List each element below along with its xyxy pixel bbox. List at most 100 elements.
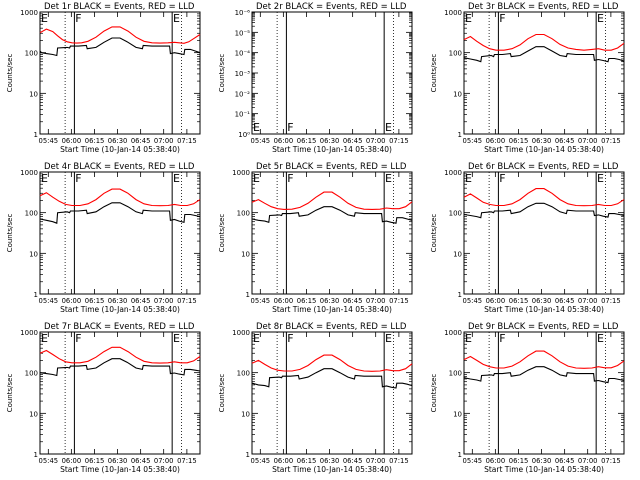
x-tick-label: 06:45: [555, 457, 575, 465]
y-axis-label: Counts/sec: [430, 374, 438, 413]
phase-marker: E: [385, 332, 392, 345]
y-axis-label: Counts/sec: [6, 54, 14, 93]
events-series-line: [463, 366, 625, 384]
x-tick-label: 06:30: [320, 297, 340, 305]
y-tick-label: 100: [449, 210, 462, 218]
events-series-line: [39, 358, 201, 377]
y-tick-label: 10: [453, 250, 462, 258]
y-axis-label: Counts/sec: [430, 214, 438, 253]
panel-title: Det 4r BLACK = Events, RED = LLD: [44, 162, 195, 172]
x-tick-label: 06:15: [85, 297, 105, 305]
y-tick-label: 10: [241, 410, 250, 418]
y-tick-label: 1000: [20, 329, 38, 337]
x-tick-label: 07:15: [177, 297, 197, 305]
x-axis-label: Start Time (10-Jan-14 05:38:40): [272, 145, 392, 154]
x-tick-label: 07:15: [389, 297, 409, 305]
x-axis-label: Start Time (10-Jan-14 05:38:40): [60, 145, 180, 154]
phase-marker: F: [287, 332, 293, 345]
x-tick-label: 06:45: [555, 297, 575, 305]
y-tick-label: 1000: [444, 329, 462, 337]
x-tick-label: 05:45: [463, 137, 483, 145]
plot-frame: [39, 11, 201, 135]
x-tick-label: 06:30: [108, 297, 128, 305]
x-tick-label: 06:30: [532, 137, 552, 145]
x-tick-label: 07:00: [578, 457, 598, 465]
panel-title: Det 2r BLACK = Events, RED = LLD: [256, 2, 407, 12]
x-tick-label: 06:15: [297, 137, 317, 145]
phase-marker: E: [597, 172, 604, 185]
x-tick-label: 05:45: [463, 457, 483, 465]
phase-marker: E: [465, 172, 472, 185]
y-tick-label: 100: [25, 210, 38, 218]
y-axis-label: Counts/sec: [6, 214, 14, 253]
y-tick-label: 100: [25, 50, 38, 58]
panel-title: Det 6r BLACK = Events, RED = LLD: [468, 162, 619, 172]
x-tick-label: 06:30: [320, 137, 340, 145]
y-tick-label: 100: [25, 370, 38, 378]
x-tick-label: 06:45: [131, 297, 151, 305]
x-tick-label: 06:00: [486, 297, 506, 305]
y-axis-label: Counts/sec: [218, 54, 226, 93]
x-tick-label: 06:00: [62, 457, 82, 465]
phase-marker: E: [597, 332, 604, 345]
phase-marker: E: [253, 121, 260, 134]
x-tick-label: 07:15: [389, 137, 409, 145]
x-tick-label: 06:00: [274, 137, 294, 145]
y-tick-label: 1000: [444, 169, 462, 177]
plot-frame: [251, 171, 413, 295]
x-tick-label: 06:15: [85, 457, 105, 465]
y-tick-label: 10: [453, 90, 462, 98]
panel-3: Det 3r BLACK = Events, RED = LLD 1 10 100 10…: [430, 2, 625, 154]
x-tick-label: 07:00: [366, 297, 386, 305]
x-tick-label: 06:15: [85, 137, 105, 145]
phase-marker: F: [75, 12, 81, 25]
panel-title: Det 8r BLACK = Events, RED = LLD: [256, 322, 407, 332]
y-tick-label: 1: [34, 451, 38, 459]
plot-frame: [463, 331, 625, 455]
y-tick-label: 10: [29, 90, 38, 98]
y-tick-label: 10⁻²: [235, 90, 251, 98]
plot-frame: [251, 11, 413, 135]
y-tick-label: 1000: [444, 9, 462, 17]
y-tick-label: 1: [246, 451, 250, 459]
x-tick-label: 06:15: [297, 457, 317, 465]
x-tick-label: 06:00: [62, 297, 82, 305]
y-tick-label: 1: [34, 131, 38, 139]
x-tick-label: 07:00: [578, 297, 598, 305]
y-tick-label: 10⁻⁴: [235, 50, 251, 58]
events-series-line: [251, 368, 413, 389]
panel-4: Det 4r BLACK = Events, RED = LLD 1 10 100 10…: [6, 162, 201, 314]
x-tick-label: 06:30: [532, 457, 552, 465]
y-tick-label: 100: [237, 210, 250, 218]
phase-marker: E: [465, 12, 472, 25]
y-tick-label: 10: [453, 410, 462, 418]
x-tick-label: 05:45: [251, 137, 271, 145]
y-tick-label: 10⁻⁵: [235, 29, 251, 37]
x-tick-label: 06:30: [320, 457, 340, 465]
y-tick-label: 10: [29, 250, 38, 258]
lld-series-line: [39, 188, 201, 207]
events-series-line: [39, 202, 201, 224]
lld-series-line: [463, 188, 625, 207]
x-tick-label: 06:15: [509, 137, 529, 145]
x-tick-label: 06:45: [343, 457, 363, 465]
y-tick-label: 1000: [20, 169, 38, 177]
y-tick-label: 10: [241, 250, 250, 258]
phase-marker: E: [253, 332, 260, 345]
y-tick-label: 100: [449, 370, 462, 378]
phase-marker: F: [287, 121, 293, 134]
phase-marker: E: [41, 332, 48, 345]
phase-marker: E: [385, 172, 392, 185]
x-tick-label: 07:15: [601, 137, 621, 145]
x-tick-label: 07:00: [366, 457, 386, 465]
lld-series-line: [39, 346, 201, 364]
phase-marker: F: [499, 332, 505, 345]
x-tick-label: 07:15: [177, 457, 197, 465]
x-axis-label: Start Time (10-Jan-14 05:38:40): [60, 305, 180, 314]
x-tick-label: 06:45: [343, 297, 363, 305]
lld-series-line: [39, 26, 201, 44]
x-tick-label: 06:30: [108, 457, 128, 465]
y-tick-label: 10⁰: [238, 131, 250, 139]
y-tick-label: 10⁻⁶: [235, 9, 251, 17]
